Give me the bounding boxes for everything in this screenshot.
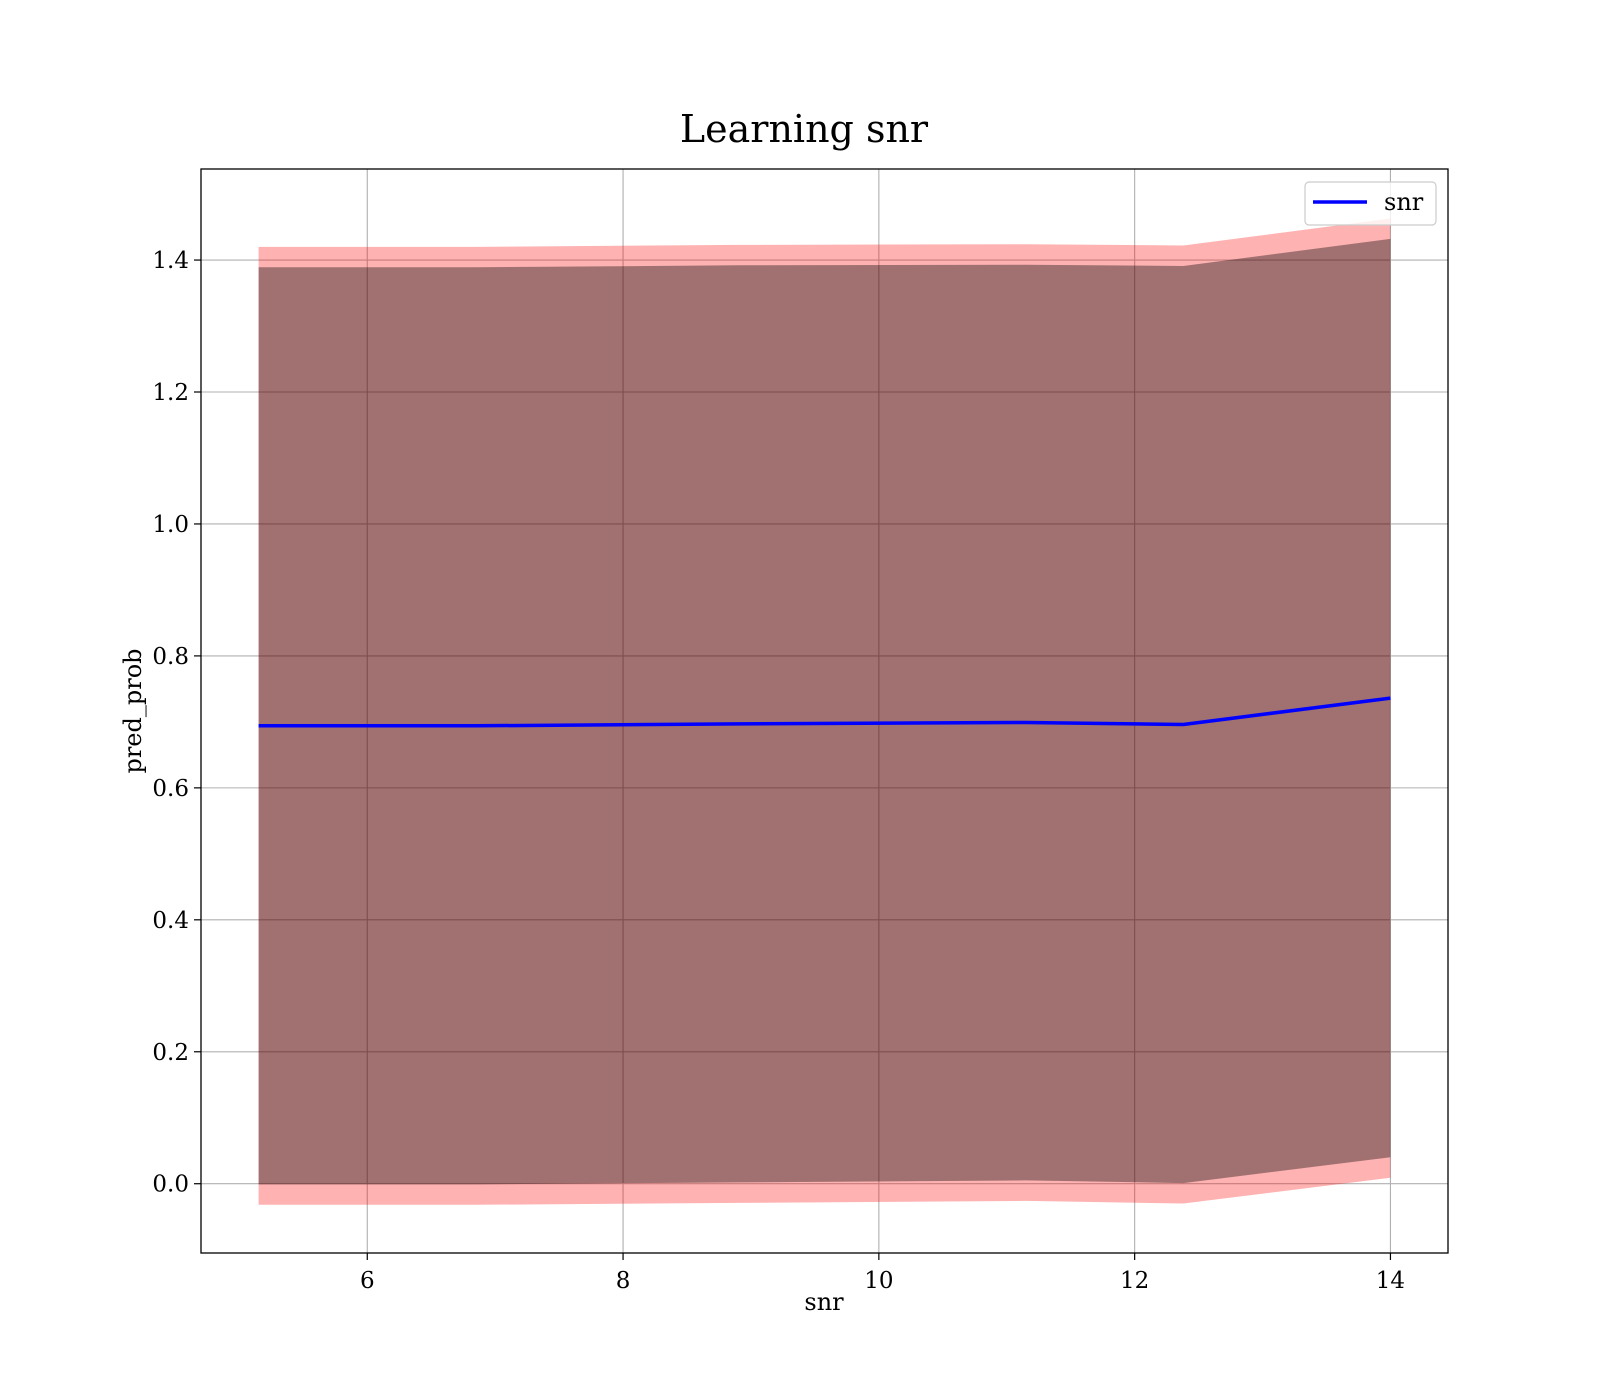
x-tick-label: 10 [864, 1268, 893, 1294]
confidence-bands [258, 218, 1391, 1205]
y-tick-label: 0.0 [152, 1172, 189, 1198]
y-ticks: 0.0 0.2 0.4 0.6 0.8 1.0 1.2 1.4 [152, 248, 201, 1198]
x-tick-label: 12 [1120, 1268, 1149, 1294]
legend-label: snr [1384, 188, 1424, 216]
y-axis-label: pred_prob [119, 648, 147, 773]
grid [201, 169, 1448, 1253]
chart-title: Learning snr [680, 107, 929, 151]
x-tick-label: 8 [616, 1268, 631, 1294]
x-tick-label: 6 [360, 1268, 375, 1294]
confidence-band-2 [258, 238, 1391, 1185]
plot-frame [200, 168, 1449, 1254]
x-tick-label: 14 [1376, 1268, 1405, 1294]
y-tick-label: 0.4 [152, 908, 189, 934]
x-axis-label: snr [804, 1288, 844, 1316]
y-tick-label: 0.6 [152, 776, 189, 802]
y-tick-label: 0.8 [152, 644, 189, 670]
y-tick-label: 1.0 [152, 512, 189, 538]
legend: snr [1304, 181, 1437, 226]
x-ticks: 6 8 10 12 14 [360, 1253, 1405, 1294]
y-tick-label: 0.2 [152, 1040, 189, 1066]
legend-box [1304, 181, 1437, 226]
confidence-band-1 [258, 218, 1391, 1205]
y-tick-label: 1.4 [152, 248, 189, 274]
series-line-snr [258, 696, 1391, 728]
series-lines [258, 696, 1391, 728]
y-tick-label: 1.2 [152, 380, 189, 406]
